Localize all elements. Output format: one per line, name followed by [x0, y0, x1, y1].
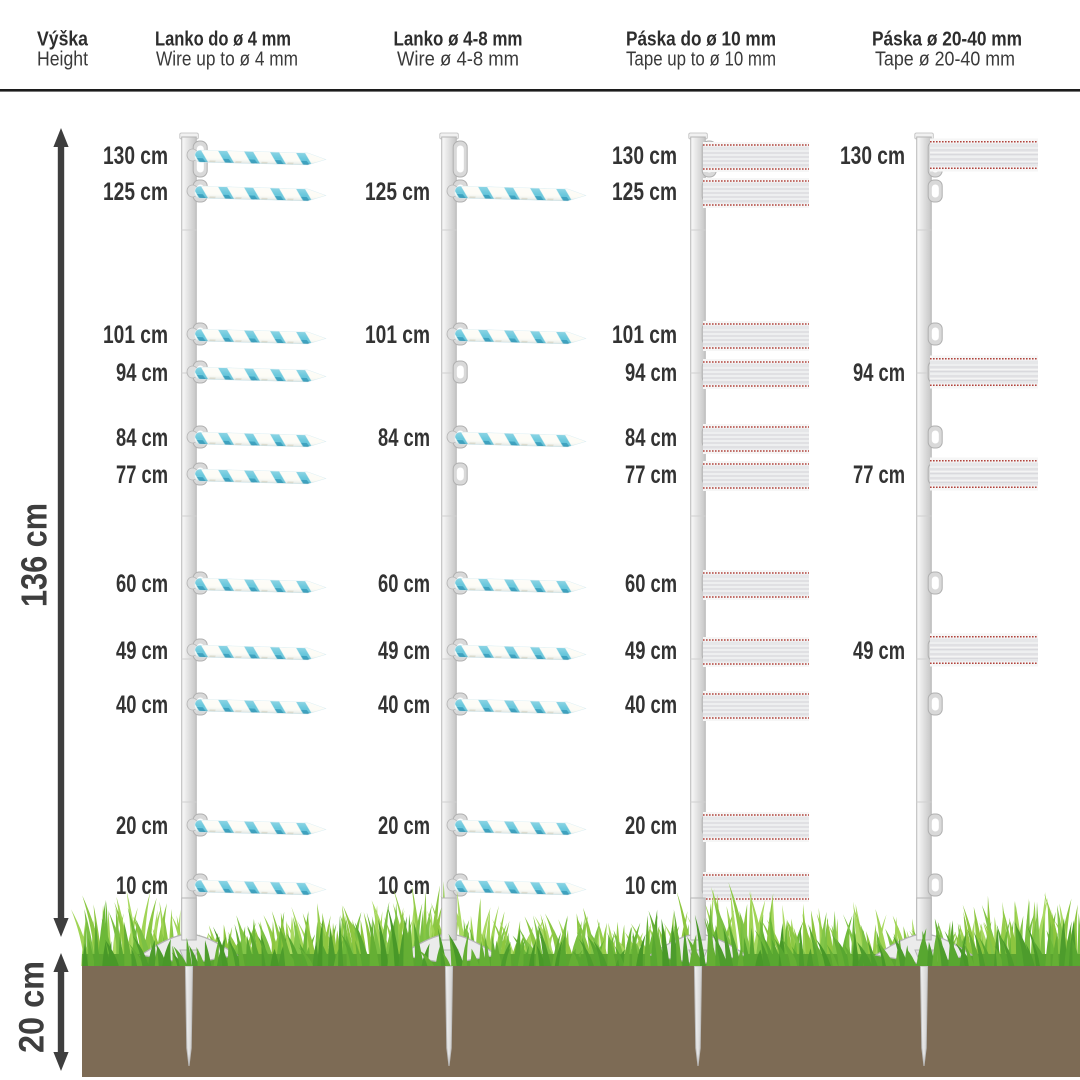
svg-text:94 cm: 94 cm: [116, 359, 168, 387]
svg-text:125 cm: 125 cm: [612, 178, 677, 206]
svg-text:101 cm: 101 cm: [612, 321, 677, 349]
svg-text:Výška: Výška: [37, 29, 89, 51]
svg-text:49 cm: 49 cm: [853, 637, 905, 665]
svg-text:77 cm: 77 cm: [625, 461, 677, 489]
svg-text:130 cm: 130 cm: [612, 142, 677, 170]
svg-text:Tape ø 20-40 mm: Tape ø 20-40 mm: [875, 49, 1015, 71]
svg-text:40 cm: 40 cm: [625, 691, 677, 719]
svg-text:130 cm: 130 cm: [840, 142, 905, 170]
svg-text:10 cm: 10 cm: [378, 872, 430, 900]
svg-text:Tape up to ø 10 mm: Tape up to ø 10 mm: [626, 49, 776, 71]
svg-text:20 cm: 20 cm: [116, 812, 168, 840]
svg-text:77 cm: 77 cm: [853, 461, 905, 489]
svg-text:20 cm: 20 cm: [378, 812, 430, 840]
svg-text:10 cm: 10 cm: [116, 872, 168, 900]
svg-text:60 cm: 60 cm: [116, 570, 168, 598]
svg-text:Páska do ø 10 mm: Páska do ø 10 mm: [626, 29, 776, 51]
svg-text:49 cm: 49 cm: [116, 637, 168, 665]
svg-text:Height: Height: [37, 49, 88, 71]
svg-text:77 cm: 77 cm: [116, 461, 168, 489]
svg-text:94 cm: 94 cm: [625, 359, 677, 387]
svg-text:94 cm: 94 cm: [853, 359, 905, 387]
svg-text:101 cm: 101 cm: [365, 321, 430, 349]
svg-text:40 cm: 40 cm: [116, 691, 168, 719]
svg-text:136 cm: 136 cm: [14, 503, 55, 607]
svg-text:84 cm: 84 cm: [116, 424, 168, 452]
svg-text:Lanko ø 4-8 mm: Lanko ø 4-8 mm: [394, 29, 523, 51]
svg-text:Páska ø 20-40 mm: Páska ø 20-40 mm: [872, 29, 1022, 51]
svg-text:49 cm: 49 cm: [378, 637, 430, 665]
svg-text:20 cm: 20 cm: [13, 961, 52, 1053]
svg-text:20 cm: 20 cm: [625, 812, 677, 840]
svg-text:84 cm: 84 cm: [625, 424, 677, 452]
svg-text:Wire ø 4-8 mm: Wire ø 4-8 mm: [397, 49, 519, 71]
svg-text:125 cm: 125 cm: [365, 178, 430, 206]
svg-text:49 cm: 49 cm: [625, 637, 677, 665]
svg-text:10 cm: 10 cm: [625, 872, 677, 900]
svg-text:84 cm: 84 cm: [378, 424, 430, 452]
svg-text:60 cm: 60 cm: [378, 570, 430, 598]
svg-text:130 cm: 130 cm: [103, 142, 168, 170]
svg-text:Wire up to ø 4 mm: Wire up to ø 4 mm: [156, 49, 298, 71]
svg-text:60 cm: 60 cm: [625, 570, 677, 598]
svg-text:Lanko do ø 4 mm: Lanko do ø 4 mm: [155, 29, 291, 51]
svg-text:125 cm: 125 cm: [103, 178, 168, 206]
svg-text:101 cm: 101 cm: [103, 321, 168, 349]
svg-text:40 cm: 40 cm: [378, 691, 430, 719]
